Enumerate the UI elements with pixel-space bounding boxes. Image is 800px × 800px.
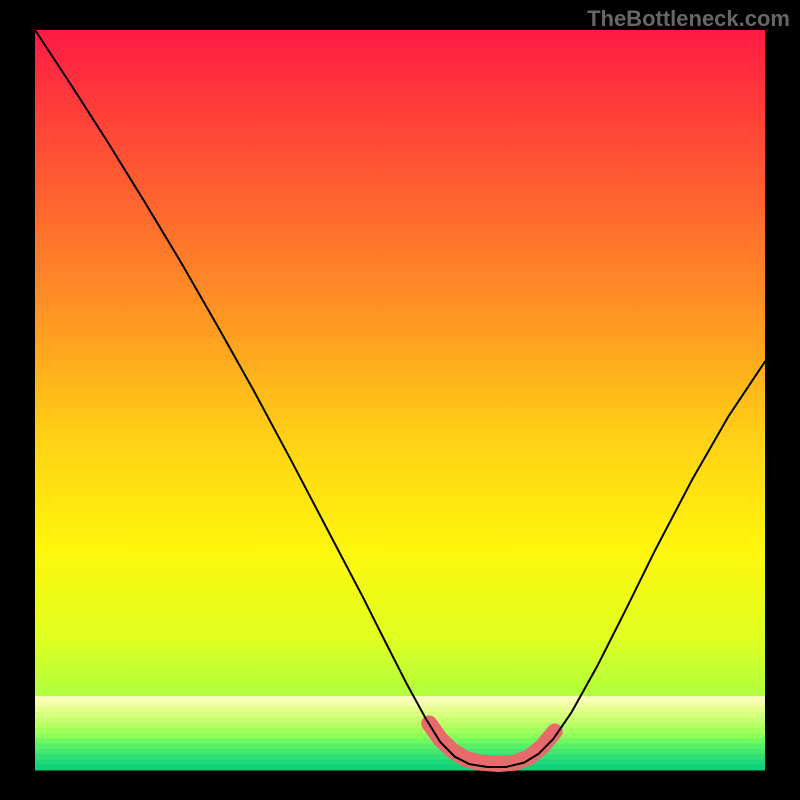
- green-band: [35, 696, 765, 771]
- bottleneck-chart: TheBottleneck.com: [0, 0, 800, 800]
- plot-background: [35, 30, 765, 770]
- watermark-text: TheBottleneck.com: [587, 6, 790, 32]
- chart-svg: [0, 0, 800, 800]
